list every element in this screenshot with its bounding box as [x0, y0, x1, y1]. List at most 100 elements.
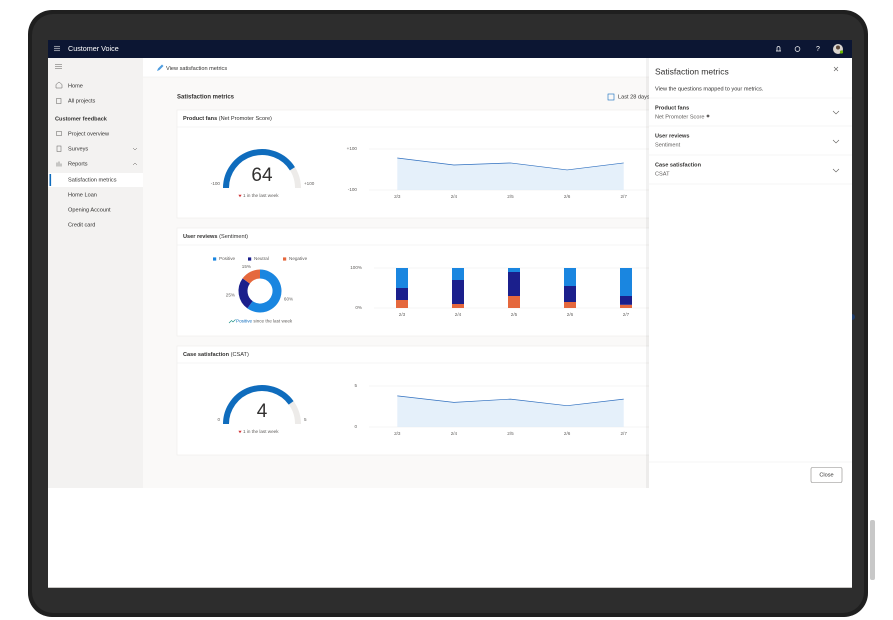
info-icon[interactable] [706, 114, 710, 118]
card-title-sub: (Net Promoter Score) [219, 116, 272, 122]
legend-label: Positive [219, 256, 236, 261]
bar-segment [620, 268, 632, 296]
x-tick-label: 2/5 [507, 194, 514, 199]
gauge-value: 4 [257, 401, 268, 422]
app-header [48, 40, 852, 58]
chevron-down[interactable] [832, 139, 840, 144]
avatar-head [836, 45, 840, 50]
x-tick-label: 2/6 [564, 194, 571, 199]
bar-segment [396, 268, 408, 288]
legend-label: Neutral [254, 256, 269, 261]
bar-segment [620, 296, 632, 305]
bar-segment [452, 304, 464, 308]
gauge-value-arc [223, 385, 294, 425]
y-tick-label: 100% [350, 265, 362, 270]
card-title-main: User reviews [183, 234, 218, 240]
bar-segment [508, 272, 520, 296]
nav-item[interactable]: Reports [68, 161, 88, 167]
bar-segment [452, 280, 464, 304]
x-tick-label: 2/3 [394, 431, 401, 436]
legend-swatch [248, 257, 252, 261]
screen-bottom [48, 488, 852, 588]
trend-down-icon [238, 194, 242, 198]
close-button[interactable] [810, 467, 843, 483]
gauge-value-arc [223, 149, 295, 189]
notifications-icon[interactable] [776, 46, 781, 52]
y-tick-label: 0 [354, 424, 357, 429]
bar-segment [508, 296, 520, 308]
bar-segment [396, 288, 408, 300]
nav-item[interactable]: Project overview [68, 131, 110, 137]
toolbar-action[interactable]: View satisfaction metrics [166, 66, 227, 72]
chevron-up[interactable] [132, 162, 138, 166]
panel-item-title[interactable]: Product fans [655, 105, 689, 111]
gauge-tick-label: 0 [217, 417, 220, 422]
home-icon [55, 81, 63, 89]
panel-item-subtitle: Net Promoter Score [655, 114, 704, 120]
donut-trend: Positive since the last week [236, 319, 293, 324]
presence-dot [839, 50, 844, 54]
x-tick-label: 2/5 [511, 312, 518, 317]
projects-icon [56, 98, 62, 104]
panel-item-subtitle: CSAT [655, 171, 670, 177]
legend-swatch [283, 257, 287, 261]
waffle-icon[interactable] [54, 45, 60, 52]
card-title: Case satisfaction (CSAT) [183, 352, 249, 358]
gauge-tick-label: +100 [304, 181, 315, 186]
nav-subitem[interactable]: Home Loan [68, 192, 97, 198]
panel-item-title[interactable]: User reviews [655, 133, 690, 139]
x-tick-label: 2/4 [451, 194, 458, 199]
nav-subitem[interactable]: Credit card [68, 222, 95, 228]
gauge-trend: 1 in the last week [243, 429, 279, 434]
line [397, 395, 624, 407]
card-title-main: Case satisfaction [183, 352, 230, 358]
x-tick-label: 2/5 [507, 431, 514, 436]
gauge-value: 64 [251, 165, 273, 186]
nav-item[interactable]: All projects [68, 98, 96, 104]
x-tick-label: 2/3 [394, 194, 401, 199]
gauge-trend: 1 in the last week [243, 193, 279, 198]
chevron-down[interactable] [832, 168, 840, 173]
close-button-label[interactable]: Close [819, 472, 833, 478]
bar-segment [564, 286, 576, 302]
card: User reviews (Sentiment) [176, 227, 718, 337]
donut-label: 15% [242, 264, 251, 269]
toolbar [143, 58, 649, 77]
close-icon[interactable] [833, 66, 839, 72]
stylus [870, 520, 875, 580]
nav-item[interactable]: Surveys [68, 146, 88, 152]
y-tick-label: 5 [354, 383, 357, 388]
app-name[interactable]: Customer Voice [68, 44, 119, 53]
card: Case satisfaction (CSAT) [176, 345, 718, 456]
nav-selected-bg [48, 173, 143, 187]
line-area [397, 158, 624, 190]
date-filter[interactable]: Last 28 days [618, 94, 650, 100]
donut-label: 60% [284, 297, 293, 302]
nav-section: Customer feedback [55, 116, 108, 122]
donut-segment [242, 269, 261, 284]
help-icon[interactable]: ? [816, 46, 820, 53]
x-tick-label: 2/7 [621, 431, 628, 436]
nav-item[interactable]: Home [68, 83, 83, 89]
panel-item-title[interactable]: Case satisfaction [655, 162, 702, 168]
line [397, 157, 624, 171]
donut-trend-text: since the last week [253, 319, 293, 324]
settings-icon[interactable] [794, 46, 801, 52]
panel-title: Satisfaction metrics [655, 66, 729, 76]
trend-down-icon [238, 430, 242, 434]
card-title-main: Product fans [183, 116, 217, 122]
bar-segment [620, 304, 632, 308]
x-tick-label: 2/3 [399, 312, 406, 317]
card-title: User reviews (Sentiment) [183, 234, 248, 240]
y-tick-label: 0% [355, 305, 362, 310]
side-panel: Satisfaction metrics View the questions … [646, 58, 852, 488]
legend-swatch [213, 257, 217, 261]
chevron-down[interactable] [132, 147, 138, 151]
nav-subitem-selected[interactable]: Satisfaction metrics [68, 177, 117, 183]
donut-trend-word: Positive [236, 319, 253, 324]
chevron-down[interactable] [832, 110, 840, 115]
menu-icon[interactable] [55, 64, 62, 69]
nav-subitem[interactable]: Opening Account [68, 207, 111, 213]
trend-up-icon [228, 319, 236, 324]
